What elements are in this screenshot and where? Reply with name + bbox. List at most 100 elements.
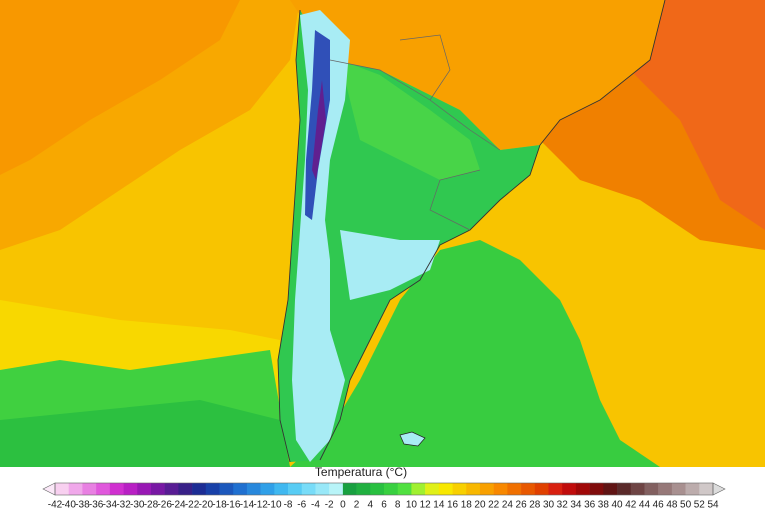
colorbar-cell: [411, 483, 426, 495]
colorbar-tick-label: 34: [570, 500, 582, 510]
colorbar-cell: [671, 483, 686, 495]
map: [0, 0, 765, 467]
colorbar-tick-label: 0: [340, 500, 346, 510]
colorbar-cell: [507, 483, 522, 495]
colorbar-cell: [521, 483, 536, 495]
colorbar-tick-label: -10: [267, 500, 282, 510]
colorbar-tick-label: 38: [598, 500, 610, 510]
colorbar-cell: [178, 483, 193, 495]
colorbar-cell: [452, 483, 467, 495]
andes-highest: [312, 80, 326, 180]
colorbar-tick-label: 20: [474, 500, 486, 510]
colorbar-cell: [548, 483, 563, 495]
colorbar-cell: [164, 483, 179, 495]
colorbar-cell: [438, 483, 453, 495]
colorbar-cell: [205, 483, 220, 495]
colorbar-tick-label: 24: [502, 500, 514, 510]
falkland-islands: [399, 431, 426, 447]
colorbar-cell: [466, 483, 481, 495]
colorbar-tick-label: 2: [354, 500, 360, 510]
colorbar-tick-label: -8: [284, 500, 293, 510]
colorbar-cell: [658, 483, 673, 495]
colorbar-tick-label: 32: [557, 500, 569, 510]
colorbar-cell: [397, 483, 412, 495]
colorbar-cell: [82, 483, 97, 495]
pampas-cool: [340, 230, 440, 300]
colorbar-tick-label: -16: [226, 500, 241, 510]
colorbar-tick-label: 18: [461, 500, 473, 510]
colorbar-cell: [685, 483, 700, 495]
warm-core-west: [0, 0, 240, 175]
colorbar-cell: [329, 483, 344, 495]
colorbar-tick-label: -30: [130, 500, 145, 510]
colorbar-tick-label: 28: [529, 500, 541, 510]
land-chaco: [340, 60, 480, 180]
colorbar-tick-label: 22: [488, 500, 500, 510]
colorbar-tick-label: 46: [653, 500, 665, 510]
colorbar-cell: [274, 483, 289, 495]
colorbar-tick-label: 8: [395, 500, 401, 510]
coastline: [277, 0, 666, 463]
colorbar-tick-label: -42: [48, 500, 63, 510]
colorbar-cell: [425, 483, 440, 495]
colorbar-tick-label: 12: [420, 500, 432, 510]
colorbar-cell: [644, 483, 659, 495]
colorbar-tick-label: 50: [680, 500, 692, 510]
colorbar-tick-label: 42: [625, 500, 637, 510]
colorbar-cell: [68, 483, 83, 495]
colorbar-cell: [370, 483, 385, 495]
colorbar-cell: [562, 483, 577, 495]
colorbar-tick-label: -24: [171, 500, 186, 510]
colorbar-cell: [603, 483, 618, 495]
colorbar-tick-label: 10: [406, 500, 418, 510]
borders: [329, 34, 501, 231]
colorbar-tick-label: -34: [103, 500, 118, 510]
colorbar-tick-label: 26: [516, 500, 528, 510]
colorbar-tick-label: -6: [297, 500, 306, 510]
colorbar: -42 -40 -38 -36 -34 -32 -30 -28 -26 -24 -22 -20 -18-…: [42, 482, 726, 510]
colorbar-cell: [630, 483, 645, 495]
colorbar-tick-label: -12: [253, 500, 268, 510]
colorbar-cell: [219, 483, 234, 495]
colorbar-tick-label: -40: [61, 500, 76, 510]
colorbar-cell: [589, 483, 604, 495]
colorbar-tick-label: 36: [584, 500, 596, 510]
colorbar-tick-label: 52: [694, 500, 706, 510]
colorbar-cell: [575, 483, 590, 495]
colorbar-cell: [55, 483, 70, 495]
colorbar-cell: [233, 483, 248, 495]
colorbar-tick-label: -26: [157, 500, 172, 510]
colorbar-tick-label: 16: [447, 500, 459, 510]
colorbar-tick-label: -14: [240, 500, 255, 510]
colorbar-tick-label: -38: [75, 500, 90, 510]
colorbar-tick-label: -4: [311, 500, 320, 510]
hot-region-northeast: [620, 0, 765, 230]
colorbar-cell: [123, 483, 138, 495]
colorbar-tick-label: 4: [368, 500, 374, 510]
colorbar-cell: [384, 483, 399, 495]
colorbar-tick-label: -28: [144, 500, 159, 510]
colorbar-cell: [109, 483, 124, 495]
colorbar-cell: [356, 483, 371, 495]
land-north-warm: [290, 0, 665, 150]
colorbar-cell: [96, 483, 111, 495]
colorbar-tick-label: 48: [666, 500, 678, 510]
cool-ocean-southeast: [290, 240, 660, 467]
colorbar-cell: [534, 483, 549, 495]
colorbar-cell: [617, 483, 632, 495]
colorbar-title: Temperatura (°C): [315, 465, 407, 479]
colorbar-cell: [315, 483, 330, 495]
colorbar-tick-label: 6: [381, 500, 387, 510]
andes-cold: [292, 10, 350, 462]
colorbar-cell: [301, 483, 316, 495]
colorbar-cell: [246, 483, 261, 495]
colorbar-cell: [493, 483, 508, 495]
colorbar-cell: [192, 483, 207, 495]
land-south-america: [278, 10, 540, 462]
cool-ocean-deep: [0, 400, 290, 467]
colorbar-tick-label: -2: [325, 500, 334, 510]
colorbar-frame: [54, 482, 714, 496]
colorbar-tick-label: -20: [199, 500, 214, 510]
colorbar-tick-label: -32: [116, 500, 131, 510]
